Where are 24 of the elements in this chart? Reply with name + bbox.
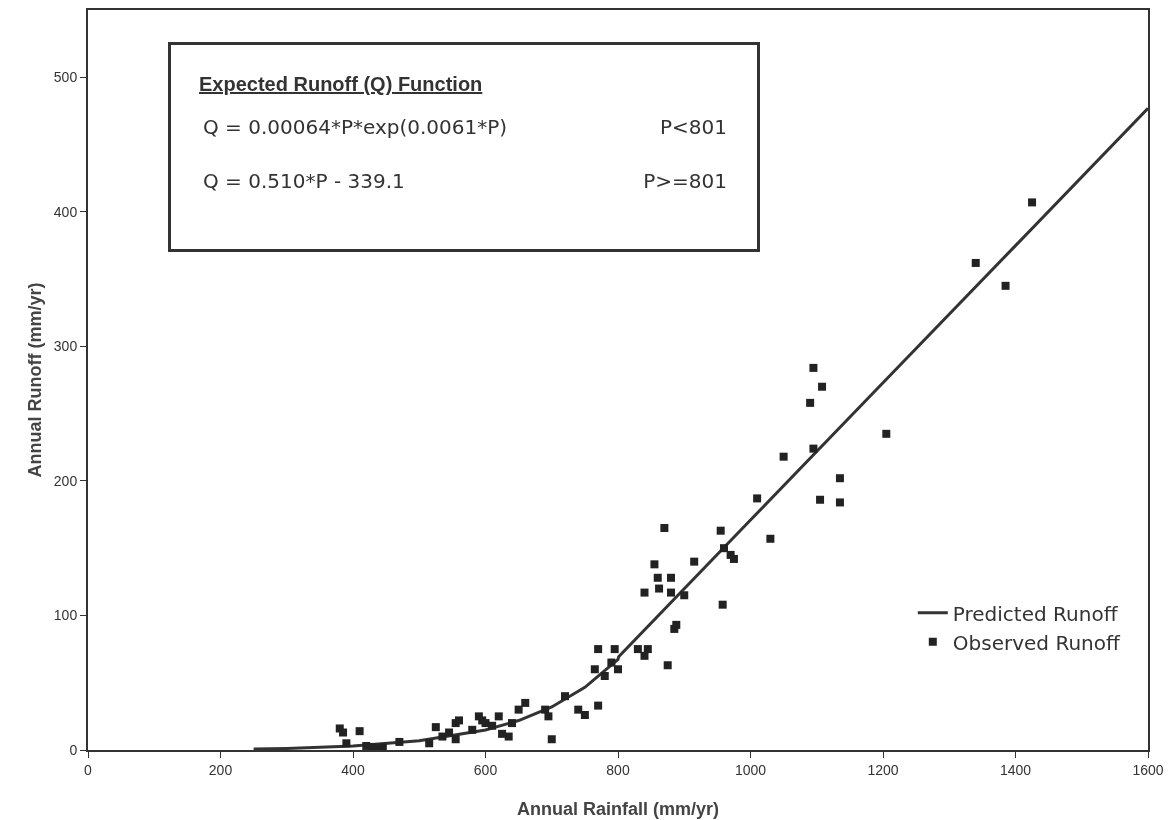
x-tick-label: 200 — [208, 761, 233, 778]
annotation: Q = 0.00064*P*exp(0.0061*P) — [203, 115, 508, 139]
y-tick-label: 200 — [53, 472, 78, 489]
y-tick-label: 500 — [53, 69, 78, 86]
x-axis-title: Annual Rainfall (mm/yr) — [516, 799, 720, 819]
y-tick-label: 100 — [53, 607, 78, 624]
y-tick-label: 400 — [53, 203, 78, 220]
x-tick-label: 1600 — [1132, 761, 1164, 778]
x-tick-label: 400 — [341, 761, 365, 778]
x-tick-label: 600 — [473, 761, 498, 778]
x-tick-label: 800 — [606, 761, 630, 778]
y-tick-label: 0 — [69, 741, 78, 758]
x-tick-label: 0 — [84, 761, 93, 778]
annotation: Q = 0.510*P - 339.1 — [203, 169, 405, 193]
y-tick-label: 300 — [53, 338, 78, 355]
legend-label: Predicted Runoff — [952, 601, 1119, 626]
annotation: P>=801 — [643, 169, 727, 193]
annotation: Expected Runoff (Q) Function — [199, 73, 483, 96]
x-tick-label: 1400 — [999, 761, 1032, 778]
legend-label: Observed Runoff — [952, 630, 1121, 655]
annotation: P<801 — [660, 115, 727, 139]
x-tick-label: 1200 — [867, 761, 899, 778]
y-axis-title: Annual Runoff (mm/yr) — [25, 282, 45, 478]
x-tick-label: 1000 — [734, 761, 767, 778]
